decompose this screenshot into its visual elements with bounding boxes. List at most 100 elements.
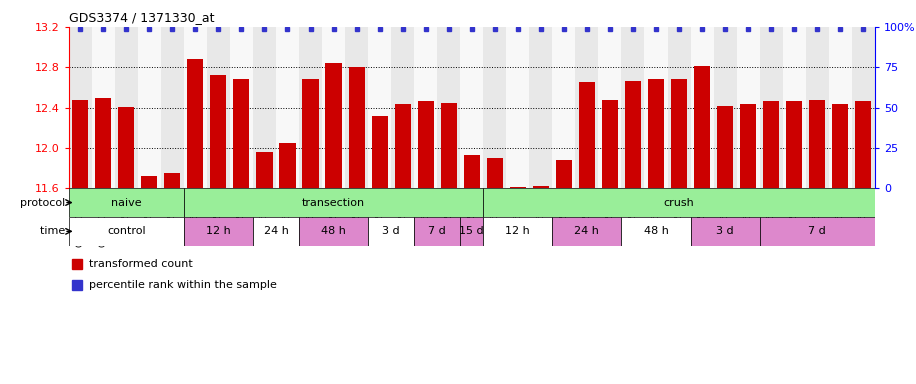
Bar — [460, 27, 484, 188]
Text: transformed count: transformed count — [89, 259, 192, 269]
Bar — [852, 27, 875, 188]
Bar — [625, 81, 641, 188]
Bar — [552, 27, 575, 188]
Bar — [556, 160, 572, 188]
Bar — [484, 188, 875, 217]
Bar — [806, 27, 829, 188]
Bar — [621, 27, 645, 188]
Bar — [368, 27, 391, 188]
Text: 15 d: 15 d — [460, 226, 484, 237]
Bar — [187, 59, 203, 188]
Text: 48 h: 48 h — [644, 226, 669, 237]
Text: 3 d: 3 d — [382, 226, 400, 237]
Bar — [114, 27, 137, 188]
Bar — [437, 27, 460, 188]
Text: 3 d: 3 d — [716, 226, 734, 237]
Bar — [299, 27, 322, 188]
Bar — [211, 75, 226, 188]
Bar — [602, 101, 618, 188]
Bar — [533, 186, 549, 188]
Bar — [256, 152, 273, 188]
Bar — [809, 101, 825, 188]
Text: crush: crush — [664, 197, 694, 208]
Bar — [621, 217, 691, 246]
Text: 12 h: 12 h — [206, 226, 231, 237]
Bar — [345, 27, 368, 188]
Bar — [302, 79, 319, 188]
Text: 48 h: 48 h — [322, 226, 346, 237]
Bar — [395, 104, 410, 188]
Bar — [463, 155, 480, 188]
Bar — [832, 104, 848, 188]
Bar — [69, 27, 92, 188]
Text: control: control — [107, 226, 146, 237]
Bar — [509, 187, 526, 188]
Bar — [348, 67, 365, 188]
Text: naive: naive — [111, 197, 142, 208]
Bar — [69, 217, 184, 246]
Bar — [598, 27, 621, 188]
Bar — [325, 63, 342, 188]
Bar — [507, 27, 529, 188]
Text: transection: transection — [302, 197, 365, 208]
Bar — [484, 217, 552, 246]
Bar — [714, 27, 736, 188]
Text: time: time — [40, 226, 69, 237]
Bar — [691, 217, 759, 246]
Bar — [322, 27, 345, 188]
Bar — [372, 116, 387, 188]
Bar — [95, 98, 112, 188]
Bar — [391, 27, 414, 188]
Bar — [299, 217, 368, 246]
Bar — [279, 143, 296, 188]
Bar — [234, 79, 249, 188]
Bar — [118, 106, 135, 188]
Bar — [736, 27, 759, 188]
Text: 7 d: 7 d — [808, 226, 826, 237]
Bar — [759, 217, 875, 246]
Bar — [759, 27, 782, 188]
Text: 24 h: 24 h — [264, 226, 289, 237]
Bar — [484, 27, 507, 188]
Bar — [552, 217, 621, 246]
Bar — [92, 27, 114, 188]
Bar — [671, 79, 687, 188]
Bar — [441, 103, 457, 188]
Text: 7 d: 7 d — [429, 226, 446, 237]
Text: GDS3374 / 1371330_at: GDS3374 / 1371330_at — [69, 11, 214, 24]
Bar — [414, 27, 437, 188]
Bar — [740, 104, 757, 188]
Bar — [575, 27, 598, 188]
Bar — [856, 101, 871, 188]
Bar — [184, 27, 207, 188]
Bar — [184, 217, 253, 246]
Bar — [529, 27, 552, 188]
Bar — [717, 106, 733, 188]
Bar — [137, 27, 161, 188]
Bar — [460, 217, 484, 246]
Bar — [253, 217, 299, 246]
Bar — [69, 188, 184, 217]
Bar — [141, 176, 158, 188]
Text: 24 h: 24 h — [574, 226, 599, 237]
Text: 12 h: 12 h — [506, 226, 530, 237]
Bar — [184, 188, 484, 217]
Bar — [164, 173, 180, 188]
Text: protocol: protocol — [20, 197, 69, 208]
Bar — [414, 217, 460, 246]
Bar — [486, 158, 503, 188]
Bar — [782, 27, 806, 188]
Bar — [253, 27, 276, 188]
Bar — [207, 27, 230, 188]
Bar — [418, 101, 434, 188]
Bar — [694, 66, 710, 188]
Bar — [786, 101, 802, 188]
Bar — [668, 27, 691, 188]
Bar — [579, 82, 595, 188]
Bar — [645, 27, 668, 188]
Bar — [230, 27, 253, 188]
Bar — [368, 217, 414, 246]
Bar — [161, 27, 184, 188]
Bar — [763, 101, 780, 188]
Bar — [276, 27, 299, 188]
